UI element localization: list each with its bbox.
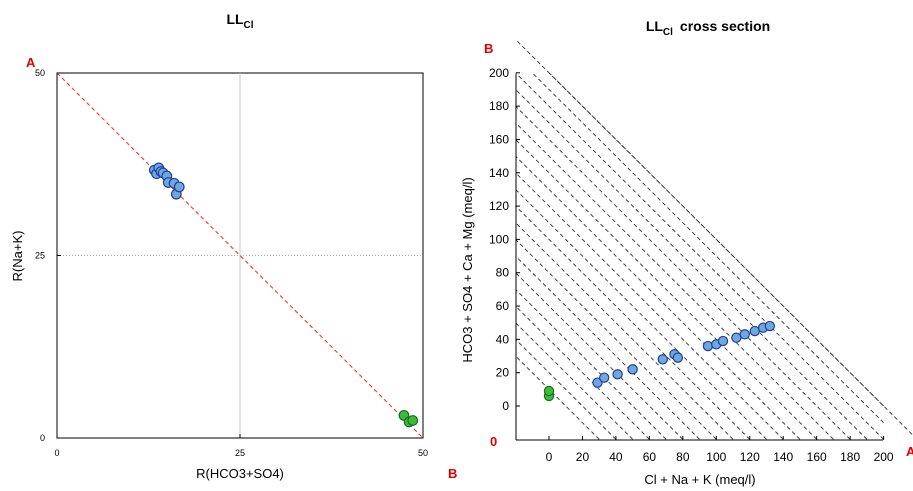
diagonal-gridline: [515, 105, 851, 440]
corner-label-b-right: B: [484, 41, 493, 56]
y-tick-label-left: 0: [40, 433, 45, 443]
y-tick-label-right: 0: [502, 399, 509, 413]
y-tick-label-right: 120: [489, 199, 509, 213]
diagonal-gridline: [515, 89, 868, 440]
x-axis-label-left: R(HCO3+SO4): [196, 466, 284, 481]
x-tick-label-right: 200: [874, 450, 894, 464]
diagonal-gridline: [515, 172, 784, 440]
x-tick-label-right: 120: [740, 450, 760, 464]
diagonal-gridlines: [515, 39, 913, 440]
diagonal-gridline: [515, 205, 751, 440]
diagonal-gridline: [515, 72, 884, 440]
corner-label-b-left: B: [448, 466, 457, 481]
data-point-left: [407, 415, 419, 426]
y-tick-label-right: 200: [489, 66, 509, 80]
points-left: [148, 162, 419, 428]
y-ticks-left: 0 25 50: [35, 68, 61, 443]
x-tick-label-right: 100: [706, 450, 726, 464]
x-tick-label-left: 50: [418, 448, 428, 458]
y-axis-label-left: R(Na+K): [10, 231, 25, 282]
y-tick-label-right: 20: [496, 366, 510, 380]
corner-label-a-left: A: [26, 55, 36, 70]
diagonal-gridline: [515, 189, 767, 440]
x-tick-label-right: 160: [807, 450, 827, 464]
data-point-right: [627, 364, 638, 375]
diagonal-gridline: [515, 155, 801, 440]
diagonal-gridline: [515, 355, 600, 440]
x-axis-label-right: Cl + Na + K (meq/l): [644, 472, 755, 487]
diagonal-gridline: [531, 72, 884, 423]
x-ticks-left: 0 25 50: [54, 434, 428, 458]
x-tick-label-left: 0: [54, 448, 59, 458]
x-tick-label-right: 20: [576, 450, 590, 464]
y-tick-label-right: 60: [496, 299, 510, 313]
x-tick-label-right: 40: [609, 450, 623, 464]
data-point-right: [599, 372, 610, 383]
diagonal-gridline: [515, 322, 633, 440]
diagonal-gridline: [515, 122, 834, 440]
x-tick-label-left: 25: [235, 448, 245, 458]
x-tick-label-right: 60: [643, 450, 657, 464]
diagonal-gridline: [515, 139, 817, 440]
y-tick-label-right: 100: [489, 232, 509, 246]
data-point-right: [764, 320, 776, 332]
diagonal-gridline: [515, 305, 650, 440]
diagonal-gridline: [515, 272, 684, 440]
y-tick-label-left: 50: [35, 68, 45, 78]
y-tick-label-right: 40: [496, 332, 510, 346]
diagonal-gridline: [515, 255, 700, 440]
diagonal-gridline: [515, 222, 734, 440]
reference-line: [56, 72, 424, 439]
y-axis-label-right: HCO3 + SO4 + Ca + Mg (meq/l): [460, 177, 475, 362]
x-tick-label-right: 180: [840, 450, 860, 464]
y-tick-label-right: 180: [489, 99, 509, 113]
y-tick-label-right: 80: [496, 266, 510, 280]
data-point-right: [702, 340, 714, 352]
diagonal-gridline: [548, 72, 884, 407]
y-tick-label-left: 25: [35, 251, 45, 261]
data-point-right: [657, 354, 668, 365]
chart-right-title: LLCl cross section: [646, 18, 770, 38]
x-ticks-right: 0 20 40 60 80 100 120 140 160 180 200: [546, 436, 894, 464]
chart-left: LLCl A B 0 25 50 0 25 50 R(HCO3+SO4) R(Na+K): [10, 11, 457, 481]
corner-label-a-right: A: [906, 444, 913, 459]
data-point-right: [612, 369, 623, 380]
chart-left-title: LLCl: [226, 11, 253, 31]
diagonal-gridline: [515, 289, 667, 440]
data-point-left: [173, 181, 185, 193]
corner-label-zero-right: 0: [490, 434, 497, 449]
y-ticks-right: 0 20 40 60 80 100 120 140 160 180 200: [489, 66, 520, 413]
data-point-right: [543, 385, 555, 397]
x-tick-label-right: 0: [546, 450, 553, 464]
diagonal-gridline: [515, 239, 717, 440]
points-right: [543, 320, 776, 402]
data-point-right: [717, 335, 729, 347]
x-tick-label-right: 80: [676, 450, 690, 464]
diagonal-gridline: [515, 339, 617, 440]
y-tick-label-right: 140: [489, 166, 509, 180]
data-point-right: [739, 329, 750, 340]
y-tick-label-right: 160: [489, 132, 509, 146]
data-point-right: [672, 352, 684, 363]
diagonal-gridline: [515, 39, 913, 436]
x-tick-label-right: 140: [773, 450, 793, 464]
chart-right: LLCl cross section B 0 A 0 20 40 60 80 100 120 1…: [460, 18, 913, 487]
